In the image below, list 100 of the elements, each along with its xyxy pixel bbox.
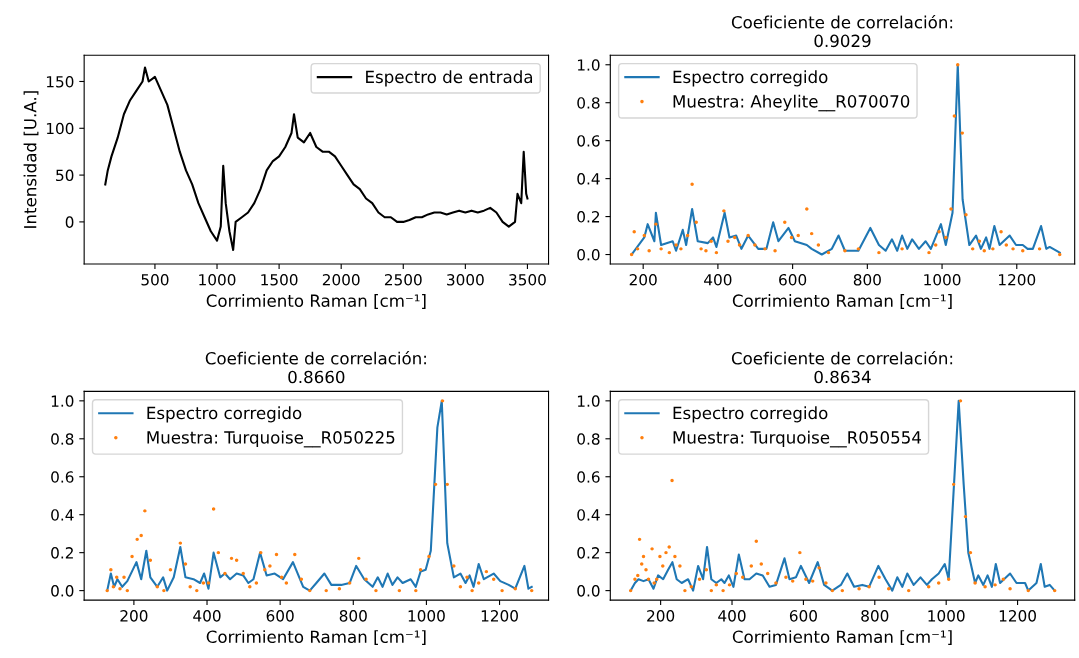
y-tick-label: 1.0 [577, 59, 600, 71]
point [805, 207, 809, 211]
legend-label: Espectro corregido [673, 70, 828, 87]
point [1058, 252, 1062, 257]
point [796, 233, 800, 238]
point [977, 239, 982, 243]
y-tick-label: 0.6 [577, 471, 600, 483]
x-tick-label: 400 [704, 274, 732, 286]
point [900, 247, 904, 251]
y-tick-label: 0.4 [577, 173, 600, 185]
x-tick-label: 800 [861, 610, 889, 622]
x-tick-label: 2500 [384, 274, 422, 286]
x-axis-title: Corrimiento Raman [cm⁻¹] [732, 294, 952, 309]
point [753, 243, 757, 247]
y-tick-label: 0.8 [51, 433, 74, 445]
chart-title: Coeficiente de correlación: 0.9029 [731, 14, 953, 48]
x-tick-label: 600 [779, 274, 807, 286]
x-tick-label: 200 [647, 610, 675, 622]
x-tick-label: 2000 [322, 274, 360, 286]
y-tick-label: 0.8 [577, 433, 600, 445]
point [647, 249, 651, 253]
point [635, 247, 640, 251]
y-tick-label: 0.6 [51, 471, 74, 483]
x-tick-label: 600 [789, 610, 817, 622]
point [733, 235, 737, 240]
y-tick-label: 0.0 [51, 585, 74, 597]
y-tick-label: 1.0 [51, 395, 74, 407]
point [714, 250, 719, 255]
point [949, 207, 953, 211]
legend-label: Espectro corregido [673, 406, 828, 423]
x-tick-label: 600 [266, 610, 294, 622]
point [843, 249, 847, 253]
x-axis-title: Corrimiento Raman [cm⁻¹] [732, 630, 952, 646]
legend-label: Espectro corregido [147, 406, 302, 423]
x-tick-label: 200 [629, 274, 657, 286]
legend-label: Muestra: Turquoise__R050554 [673, 430, 921, 448]
point [704, 249, 708, 253]
y-tick-label: 0.2 [577, 547, 600, 559]
legend-label: Muestra: Aheylite__R070070 [673, 94, 910, 112]
point [685, 233, 690, 238]
y-tick-label: 100 [46, 122, 74, 135]
point [1037, 247, 1042, 251]
point [763, 247, 767, 251]
x-tick-label: 800 [339, 610, 367, 622]
point [746, 233, 750, 238]
point [642, 233, 646, 238]
y-axis-title: Intensidad [U.A.] [23, 91, 39, 228]
y-tick-label: 150 [46, 75, 74, 88]
y-tick-label: 0.2 [577, 211, 600, 223]
y-tick-label: 0.2 [51, 547, 73, 559]
chart-title: Coeficiente de correlación: 0.8634 [731, 351, 953, 384]
x-tick-label: 800 [853, 274, 881, 286]
point [726, 239, 730, 243]
point [679, 247, 683, 251]
point [856, 247, 861, 251]
point [944, 235, 948, 240]
y-tick-label: 0.0 [577, 248, 600, 261]
point [1011, 247, 1015, 251]
point [659, 247, 663, 251]
point [999, 230, 1003, 234]
x-tick-label: 1000 [924, 274, 961, 286]
point [960, 131, 964, 135]
point [699, 247, 703, 251]
x-tick-label: 1000 [408, 610, 445, 622]
chart-title: Coeficiente de correlación: 0.8660 [205, 351, 426, 384]
y-tick-label: 50 [56, 169, 74, 182]
x-tick-label: 1500 [261, 274, 298, 286]
y-tick-label: 0.0 [577, 585, 600, 597]
point [629, 252, 634, 257]
point [773, 249, 777, 253]
line-series [630, 63, 1061, 256]
x-tick-label: 1000 [928, 610, 965, 622]
x-tick-label: 400 [718, 610, 746, 622]
y-tick-label: 0.8 [577, 97, 600, 109]
x-tick-label: 3500 [509, 274, 546, 286]
point [674, 243, 678, 247]
point [667, 250, 672, 255]
legend-label: Muestra: Turquoise__R050225 [147, 430, 395, 448]
x-tick-label: 1200 [999, 610, 1036, 622]
x-tick-label: 1200 [999, 274, 1036, 286]
x-tick-label: 1200 [481, 610, 518, 622]
x-tick-label: 1000 [199, 274, 236, 286]
y-tick-label: 0.4 [51, 509, 74, 521]
point [789, 235, 794, 240]
x-axis-title: Corrimiento Raman [cm⁻¹] [206, 294, 426, 309]
x-tick-label: 500 [141, 274, 169, 286]
point [826, 250, 831, 255]
y-tick-label: 0 [65, 216, 74, 228]
y-tick-label: 1.0 [577, 395, 600, 407]
x-tick-label: 3000 [447, 274, 484, 286]
y-tick-label: 0.4 [577, 509, 600, 521]
point [877, 250, 881, 255]
x-tick-label: 400 [193, 610, 221, 622]
point [937, 230, 941, 234]
point [654, 222, 658, 226]
x-axis-title: Corrimiento Raman [cm⁻¹] [206, 630, 426, 646]
y-tick-label: 0.6 [577, 135, 600, 147]
legend-label: Espectro de entrada [366, 70, 533, 87]
point [809, 231, 814, 236]
x-tick-label: 200 [120, 610, 148, 622]
